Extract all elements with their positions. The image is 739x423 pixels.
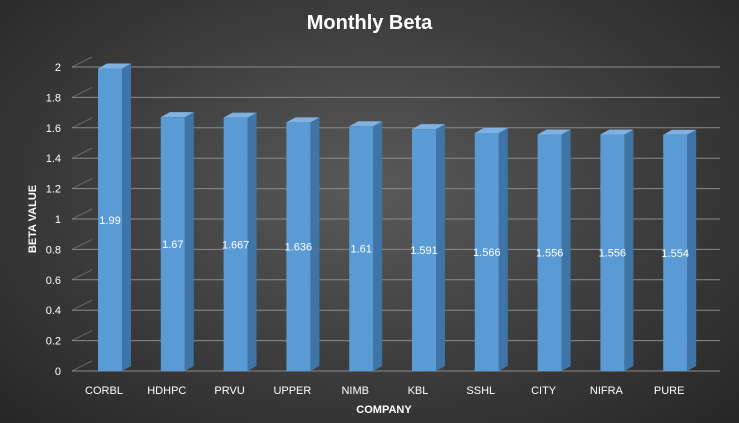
bar-front	[223, 117, 248, 371]
bar-side	[122, 63, 131, 372]
bar-side	[184, 112, 194, 371]
data-label: 1.67	[162, 239, 183, 251]
gridline-depth	[71, 238, 93, 250]
bar-kbl	[412, 124, 445, 371]
bar-front	[286, 122, 311, 371]
bar-top	[474, 127, 508, 133]
bar-corbl	[98, 63, 131, 372]
chart-title: Monthly Beta	[307, 12, 433, 34]
data-label: 1.636	[285, 242, 313, 254]
bar-top	[98, 63, 131, 69]
bar-front	[412, 129, 436, 371]
y-tick-label: 0	[55, 366, 61, 378]
x-tick-label: CORBL	[85, 385, 123, 397]
bar-hdhpc	[160, 112, 194, 371]
data-label: 1.667	[222, 239, 250, 251]
bar-top	[537, 129, 571, 135]
bar-top	[349, 121, 383, 127]
x-tick-label: PURE	[654, 385, 685, 397]
bar-side	[561, 129, 571, 371]
data-label: 1.591	[410, 245, 438, 257]
x-tick-label: KBL	[408, 385, 429, 397]
gridline-depth	[71, 56, 93, 68]
x-tick-label: PRVU	[214, 385, 244, 397]
x-tick-label: UPPER	[273, 385, 311, 397]
data-label: 1.556	[536, 248, 564, 260]
data-label: 1.566	[473, 247, 501, 259]
bar-top	[223, 112, 257, 118]
gridline-depth	[71, 299, 93, 311]
x-tick-label: CITY	[531, 385, 557, 397]
gridline-depth	[71, 330, 93, 342]
y-tick-label: 0.8	[46, 244, 61, 256]
bar-upper	[286, 117, 320, 371]
data-label: 1.556	[599, 248, 627, 260]
y-tick-label: 1	[55, 214, 61, 226]
y-tick-label: 0.4	[46, 305, 61, 317]
y-axis-label: BETA VALUE	[27, 185, 39, 253]
y-tick-label: 0.6	[46, 275, 61, 287]
data-label: 1.99	[99, 215, 120, 227]
bar-front	[663, 134, 688, 371]
gridline-depth	[71, 208, 93, 220]
bar-top	[160, 112, 194, 118]
gridline-depth	[71, 360, 93, 372]
data-label: 1.61	[350, 244, 371, 256]
gridline-depth	[71, 178, 93, 190]
y-tick-label: 1.8	[46, 92, 61, 104]
x-tick-label: NIFRA	[590, 385, 624, 397]
y-tick-label: 1.4	[46, 153, 61, 165]
gridline-depth	[71, 269, 93, 281]
bar-top	[663, 129, 697, 135]
bar-side	[687, 129, 697, 371]
y-tick-label: 1.2	[46, 184, 61, 196]
bar-side	[624, 129, 634, 371]
x-axis-label: COMPANY	[356, 404, 412, 416]
y-tick-label: 1.6	[46, 123, 61, 135]
gridline-depth	[71, 147, 93, 159]
x-axis-ticks: CORBL HDHPC PRVU UPPER NIMB KBL SSHL CITY NIFRA P…	[85, 385, 684, 397]
bar-side	[247, 112, 257, 371]
bar-city	[537, 129, 571, 371]
data-labels: 1.99 1.67 1.667 1.636 1.61 1.591 1.566 1.556 1.5…	[99, 215, 689, 260]
gridline-depth	[71, 86, 93, 98]
bars	[98, 63, 697, 372]
bar-nifra	[600, 129, 634, 371]
bar-top	[286, 117, 320, 123]
bar-front	[98, 68, 122, 372]
bar-sshl	[474, 127, 508, 371]
x-tick-label: HDHPC	[147, 385, 186, 397]
bar-front	[537, 134, 562, 371]
bar-side	[498, 127, 508, 371]
x-tick-label: NIMB	[341, 385, 369, 397]
data-label: 1.554	[661, 248, 689, 260]
bar-nimb	[349, 121, 383, 371]
bar-side	[373, 121, 383, 371]
bar-prvu	[223, 112, 257, 371]
y-tick-label: 0.2	[46, 336, 61, 348]
y-tick-label: 2	[55, 62, 61, 74]
bar-side	[436, 124, 445, 371]
bar-front	[160, 117, 185, 371]
bar-front	[349, 126, 374, 371]
bar-front	[474, 132, 499, 371]
bar-top	[412, 124, 445, 130]
bar-top	[600, 129, 634, 135]
x-tick-label: SSHL	[466, 385, 495, 397]
bar-side	[310, 117, 320, 371]
gridline-depth	[71, 117, 93, 129]
bar-pure	[663, 129, 697, 371]
y-axis-ticks: 0 0.2 0.4 0.6 0.8 1 1.2 1.4 1.6 1.8 2	[46, 62, 61, 378]
bar-front	[600, 134, 625, 371]
